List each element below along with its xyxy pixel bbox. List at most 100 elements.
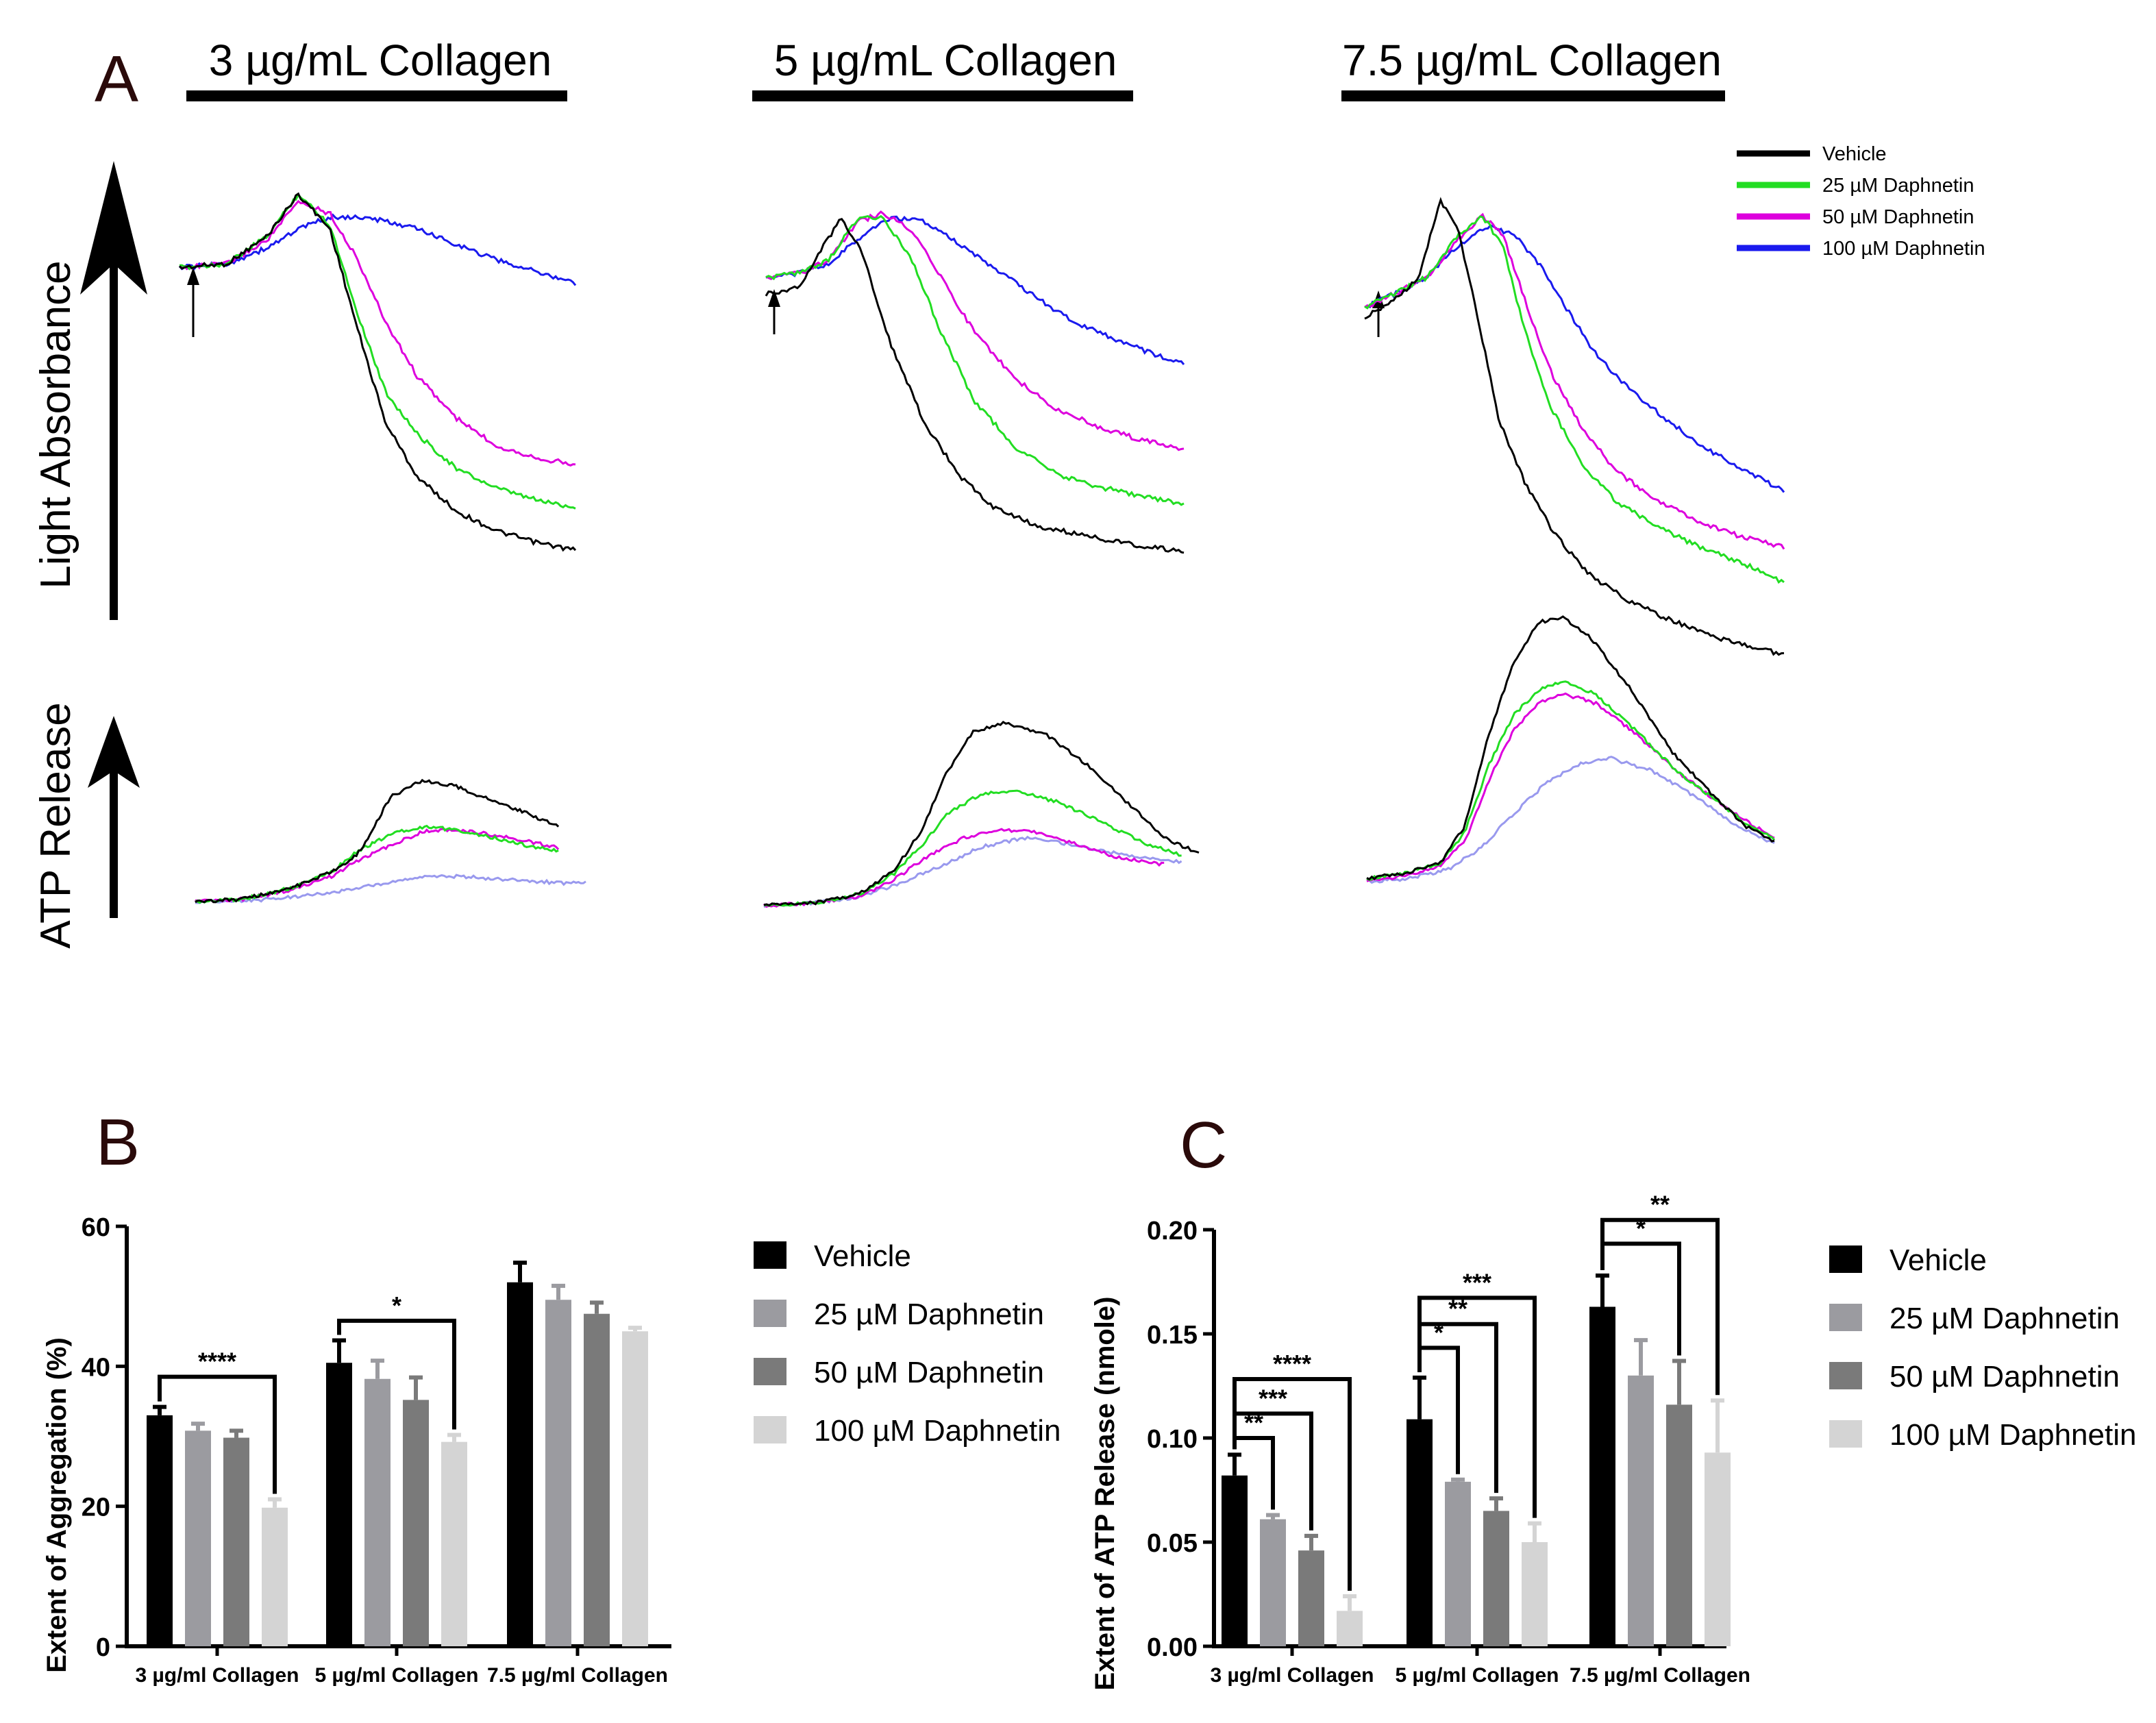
legend-label-50: 50 µM Daphnetin — [1822, 206, 1974, 228]
y-tick-label: 20 — [82, 1493, 110, 1522]
aggregation-trace-5-g-ml-collagen-100-m-daphnetin — [765, 215, 1185, 366]
legend-label-25-m-daphnetin: 25 µM Daphnetin — [814, 1298, 1044, 1331]
atp-trace-3-g-ml-collagen-vehicle — [195, 778, 560, 904]
bar-3-g-ml-collagen-25-m-daphnetin — [1260, 1519, 1286, 1646]
bar-7-5-g-ml-collagen-25-m-daphnetin — [545, 1300, 571, 1646]
legend-label-vehicle: Vehicle — [1822, 143, 1887, 165]
y-tick-label: 0.00 — [1147, 1633, 1198, 1662]
addition-arrow-5 — [768, 289, 780, 334]
bar-5-g-ml-collagen-50-m-daphnetin — [1483, 1511, 1509, 1646]
legend-label-vehicle: Vehicle — [1889, 1243, 1987, 1277]
y-tick-label: 60 — [82, 1213, 110, 1242]
panel-c-bars — [1222, 1273, 1731, 1646]
legend-label-25-m-daphnetin: 25 µM Daphnetin — [1889, 1302, 2120, 1335]
bar-7-5-g-ml-collagen-vehicle — [1589, 1306, 1615, 1646]
column-bar-5 — [752, 90, 1133, 101]
column-bar-7-5 — [1341, 90, 1725, 101]
aggregation-trace-5-g-ml-collagen-25-m-daphnetin — [765, 214, 1185, 506]
bar-7-5-g-ml-collagen-50-m-daphnetin — [584, 1313, 610, 1646]
legend-swatch-50-m-daphnetin — [1829, 1362, 1862, 1389]
significance-bracket — [1417, 1296, 1537, 1518]
atp-release-traces — [195, 615, 1776, 908]
aggregation-trace-3-g-ml-collagen-100-m-daphnetin — [178, 213, 577, 286]
legend-label-50-m-daphnetin: 50 µM Daphnetin — [814, 1356, 1044, 1389]
significance-label: *** — [1259, 1384, 1287, 1412]
legend-swatch-vehicle — [754, 1241, 786, 1269]
panel-c: Extent of ATP Release (nmole) 0.00 0.05 0.… — [1090, 1191, 2136, 1691]
panel-label-b: B — [96, 1106, 140, 1179]
bar-5-g-ml-collagen-vehicle — [1407, 1419, 1433, 1646]
panel-b-ylabel: Extent of Aggregation (%) — [42, 1337, 72, 1673]
panel-c-axes: 0.00 0.05 0.10 0.15 0.20 3 µg/ml Collagen 5 µg… — [1147, 1217, 1750, 1687]
y-tick-label: 0.05 — [1147, 1529, 1198, 1558]
aggregation-trace-7-5-g-ml-collagen-25-m-daphnetin — [1364, 215, 1785, 584]
bar-3-g-ml-collagen-50-m-daphnetin — [1298, 1550, 1324, 1646]
aggregation-trace-7-5-g-ml-collagen-vehicle — [1364, 197, 1785, 656]
atp-trace-7-5-g-ml-collagen-25-m-daphnetin — [1366, 680, 1776, 881]
panel-b-significance: ***** — [158, 1291, 456, 1494]
bar-3-g-ml-collagen-vehicle — [1222, 1475, 1248, 1646]
legend-swatch-25-m-daphnetin — [754, 1300, 786, 1327]
significance-label: * — [392, 1291, 401, 1319]
significance-label: **** — [198, 1348, 236, 1376]
aggregation-trace-5-g-ml-collagen-vehicle — [765, 218, 1185, 554]
panel-label-c: C — [1180, 1108, 1227, 1182]
legend-swatch-100-m-daphnetin — [1829, 1420, 1862, 1448]
atp-trace-5-g-ml-collagen-25-m-daphnetin — [764, 789, 1182, 907]
atp-trace-7-5-g-ml-collagen-100-m-daphnetin — [1366, 756, 1775, 884]
legend-label-100: 100 µM Daphnetin — [1822, 238, 1985, 260]
bar-3-g-ml-collagen-100-m-daphnetin — [1337, 1611, 1363, 1646]
bar-5-g-ml-collagen-25-m-daphnetin — [1445, 1481, 1471, 1646]
aggregation-trace-5-g-ml-collagen-50-m-daphnetin — [765, 210, 1185, 451]
panel-c-ylabel: Extent of ATP Release (nmole) — [1090, 1297, 1120, 1691]
significance-label: *** — [1463, 1268, 1491, 1296]
atp-trace-3-g-ml-collagen-100-m-daphnetin — [195, 873, 586, 904]
legend-swatch-50-m-daphnetin — [754, 1358, 786, 1385]
bar-5-g-ml-collagen-25-m-daphnetin — [364, 1378, 391, 1646]
aggregation-traces — [178, 192, 1785, 656]
legend-label-50-m-daphnetin: 50 µM Daphnetin — [1889, 1360, 2120, 1393]
bar-3-g-ml-collagen-50-m-daphnetin — [223, 1437, 249, 1646]
significance-label: **** — [1273, 1350, 1311, 1378]
column-title-5: 5 µg/mL Collagen — [774, 36, 1117, 85]
bar-5-g-ml-collagen-100-m-daphnetin — [1522, 1542, 1548, 1646]
y-tick-label: 0.10 — [1147, 1425, 1198, 1454]
x-tick-label-5-g-ml-collagen: 5 µg/ml Collagen — [315, 1664, 479, 1687]
panel-a-legend: Vehicle 25 µM Daphnetin 50 µM Daphnetin … — [1737, 143, 1985, 260]
panel-c-significance: ****************** — [1232, 1191, 1720, 1591]
y-tick-label: 40 — [82, 1353, 110, 1382]
legend-label-25: 25 µM Daphnetin — [1822, 175, 1974, 197]
bar-7-5-g-ml-collagen-100-m-daphnetin — [1705, 1452, 1731, 1646]
y-tick-label: 0.15 — [1147, 1321, 1198, 1350]
bar-7-5-g-ml-collagen-25-m-daphnetin — [1628, 1375, 1654, 1646]
column-title-7-5: 7.5 µg/mL Collagen — [1342, 36, 1722, 85]
panel-b-legend: Vehicle 25 µM Daphnetin 50 µM Daphnetin 100… — [754, 1239, 1061, 1448]
x-tick-label-5-g-ml-collagen: 5 µg/ml Collagen — [1396, 1664, 1559, 1687]
legend-swatch-25-m-daphnetin — [1829, 1304, 1862, 1331]
aggregation-trace-3-g-ml-collagen-vehicle — [178, 192, 577, 552]
legend-label-vehicle: Vehicle — [814, 1239, 911, 1273]
atp-trace-7-5-g-ml-collagen-vehicle — [1366, 615, 1775, 881]
panel-b-bars — [147, 1261, 648, 1646]
legend-label-100-m-daphnetin: 100 µM Daphnetin — [814, 1414, 1061, 1448]
ylabel-atp-release: ATP Release — [32, 702, 79, 949]
panel-c-legend: Vehicle 25 µM Daphnetin 50 µM Daphnetin 100… — [1829, 1243, 2136, 1452]
x-tick-label-7-5-g-ml-collagen: 7.5 µg/ml Collagen — [1570, 1664, 1750, 1687]
bar-3-g-ml-collagen-100-m-daphnetin — [262, 1507, 288, 1646]
light-absorbance-arrow-head — [80, 161, 147, 295]
legend-swatch-vehicle — [1829, 1245, 1862, 1273]
y-tick-label: 0 — [96, 1633, 110, 1662]
bar-3-g-ml-collagen-vehicle — [147, 1415, 173, 1646]
column-bar-3 — [186, 90, 567, 101]
bar-3-g-ml-collagen-25-m-daphnetin — [185, 1430, 211, 1646]
bar-7-5-g-ml-collagen-100-m-daphnetin — [622, 1331, 648, 1646]
addition-arrow-3 — [187, 267, 199, 337]
panel-b: Extent of Aggregation (%) 0 20 40 60 3 µg/ml… — [42, 1213, 1061, 1687]
bar-5-g-ml-collagen-100-m-daphnetin — [441, 1441, 467, 1646]
x-tick-label-7-5-g-ml-collagen: 7.5 µg/ml Collagen — [487, 1664, 668, 1687]
bar-5-g-ml-collagen-vehicle — [326, 1363, 352, 1646]
ylabel-light-absorbance: Light Absorbance — [32, 260, 79, 588]
panel-b-axes: 0 20 40 60 3 µg/ml Collagen 5 µg/ml Collagen 7… — [82, 1213, 671, 1687]
significance-bracket — [1232, 1376, 1352, 1591]
